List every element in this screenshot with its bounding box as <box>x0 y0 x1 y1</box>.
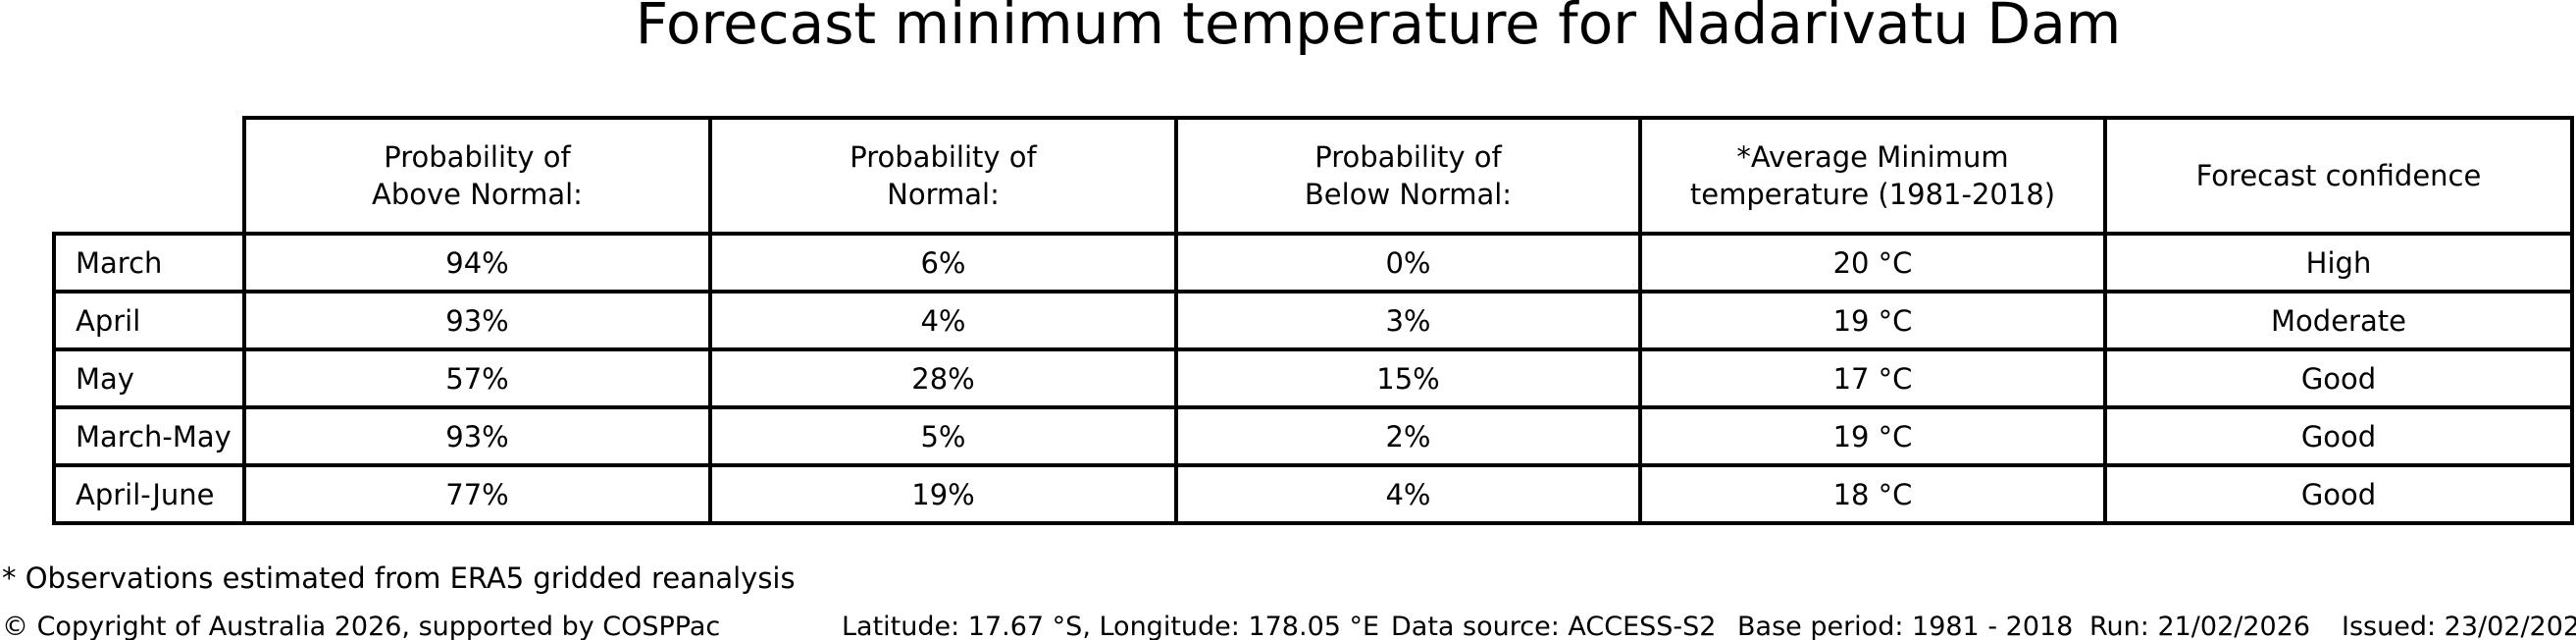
footer-base-period: Base period: 1981 - 2018 <box>1737 612 2074 640</box>
table-cell-above-normal: 94% <box>242 232 712 293</box>
forecast-table: Probability of Above Normal: Probability… <box>52 116 2574 525</box>
table-cell-above-normal: 93% <box>242 290 712 351</box>
table-cell-avg-min-temp: 20 °C <box>1638 232 2107 293</box>
table-row-april: April 93% 4% 3% 19 °C Moderate <box>52 290 2574 351</box>
table-cell-confidence: Good <box>2103 347 2574 409</box>
table-cell-confidence: Moderate <box>2103 290 2574 351</box>
table-cell-above-normal: 57% <box>242 347 712 409</box>
table-cell-below-normal: 3% <box>1174 290 1642 351</box>
table-row-march-may: March-May 93% 5% 2% 19 °C Good <box>52 405 2574 467</box>
row-label: March <box>52 232 246 293</box>
footer-data-source: Data source: ACCESS-S2 <box>1391 612 1717 640</box>
column-header-below-normal: Probability of Below Normal: <box>1174 116 1642 236</box>
column-header-above-normal: Probability of Above Normal: <box>242 116 712 236</box>
corner-cell <box>54 118 244 234</box>
row-label: May <box>52 347 246 409</box>
table-cell-avg-min-temp: 19 °C <box>1638 290 2107 351</box>
table-cell-below-normal: 2% <box>1174 405 1642 467</box>
table-cell-confidence: Good <box>2103 405 2574 467</box>
table-cell-normal: 5% <box>708 405 1178 467</box>
table-cell-above-normal: 93% <box>242 405 712 467</box>
table-cell-confidence: Good <box>2103 463 2574 525</box>
column-header-avg-min-temp: *Average Minimum temperature (1981-2018) <box>1638 116 2107 236</box>
table-cell-above-normal: 77% <box>242 463 712 525</box>
table-cell-normal: 19% <box>708 463 1178 525</box>
footnote: * Observations estimated from ERA5 gridd… <box>2 561 796 595</box>
table-cell-normal: 28% <box>708 347 1178 409</box>
table-cell-below-normal: 0% <box>1174 232 1642 293</box>
table-cell-avg-min-temp: 19 °C <box>1638 405 2107 467</box>
table-cell-below-normal: 4% <box>1174 463 1642 525</box>
table-cell-avg-min-temp: 17 °C <box>1638 347 2107 409</box>
table-row-april-june: April-June 77% 19% 4% 18 °C Good <box>52 463 2574 525</box>
row-label: April-June <box>52 463 246 525</box>
footer-location: Latitude: 17.67 °S, Longitude: 178.05 °E <box>842 612 1380 640</box>
table-row-may: May 57% 28% 15% 17 °C Good <box>52 347 2574 409</box>
forecast-table-wrapper: Probability of Above Normal: Probability… <box>52 116 2574 525</box>
column-header-normal: Probability of Normal: <box>708 116 1178 236</box>
row-label: March-May <box>52 405 246 467</box>
column-header-confidence: Forecast confidence <box>2103 116 2574 236</box>
footer-run-date: Run: 21/02/2026 <box>2089 612 2311 640</box>
table-row-march: March 94% 6% 0% 20 °C High <box>52 232 2574 293</box>
row-label: April <box>52 290 246 351</box>
footer-copyright: © Copyright of Australia 2026, supported… <box>2 612 721 640</box>
footer-issued-date: Issued: 23/02/2026 <box>2342 612 2576 640</box>
header-row: Probability of Above Normal: Probability… <box>54 116 2574 236</box>
figure-title: Forecast minimum temperature for Nadariv… <box>635 0 2122 57</box>
table-cell-normal: 6% <box>708 232 1178 293</box>
table-cell-confidence: High <box>2103 232 2574 293</box>
table-cell-avg-min-temp: 18 °C <box>1638 463 2107 525</box>
table-cell-below-normal: 15% <box>1174 347 1642 409</box>
table-cell-normal: 4% <box>708 290 1178 351</box>
